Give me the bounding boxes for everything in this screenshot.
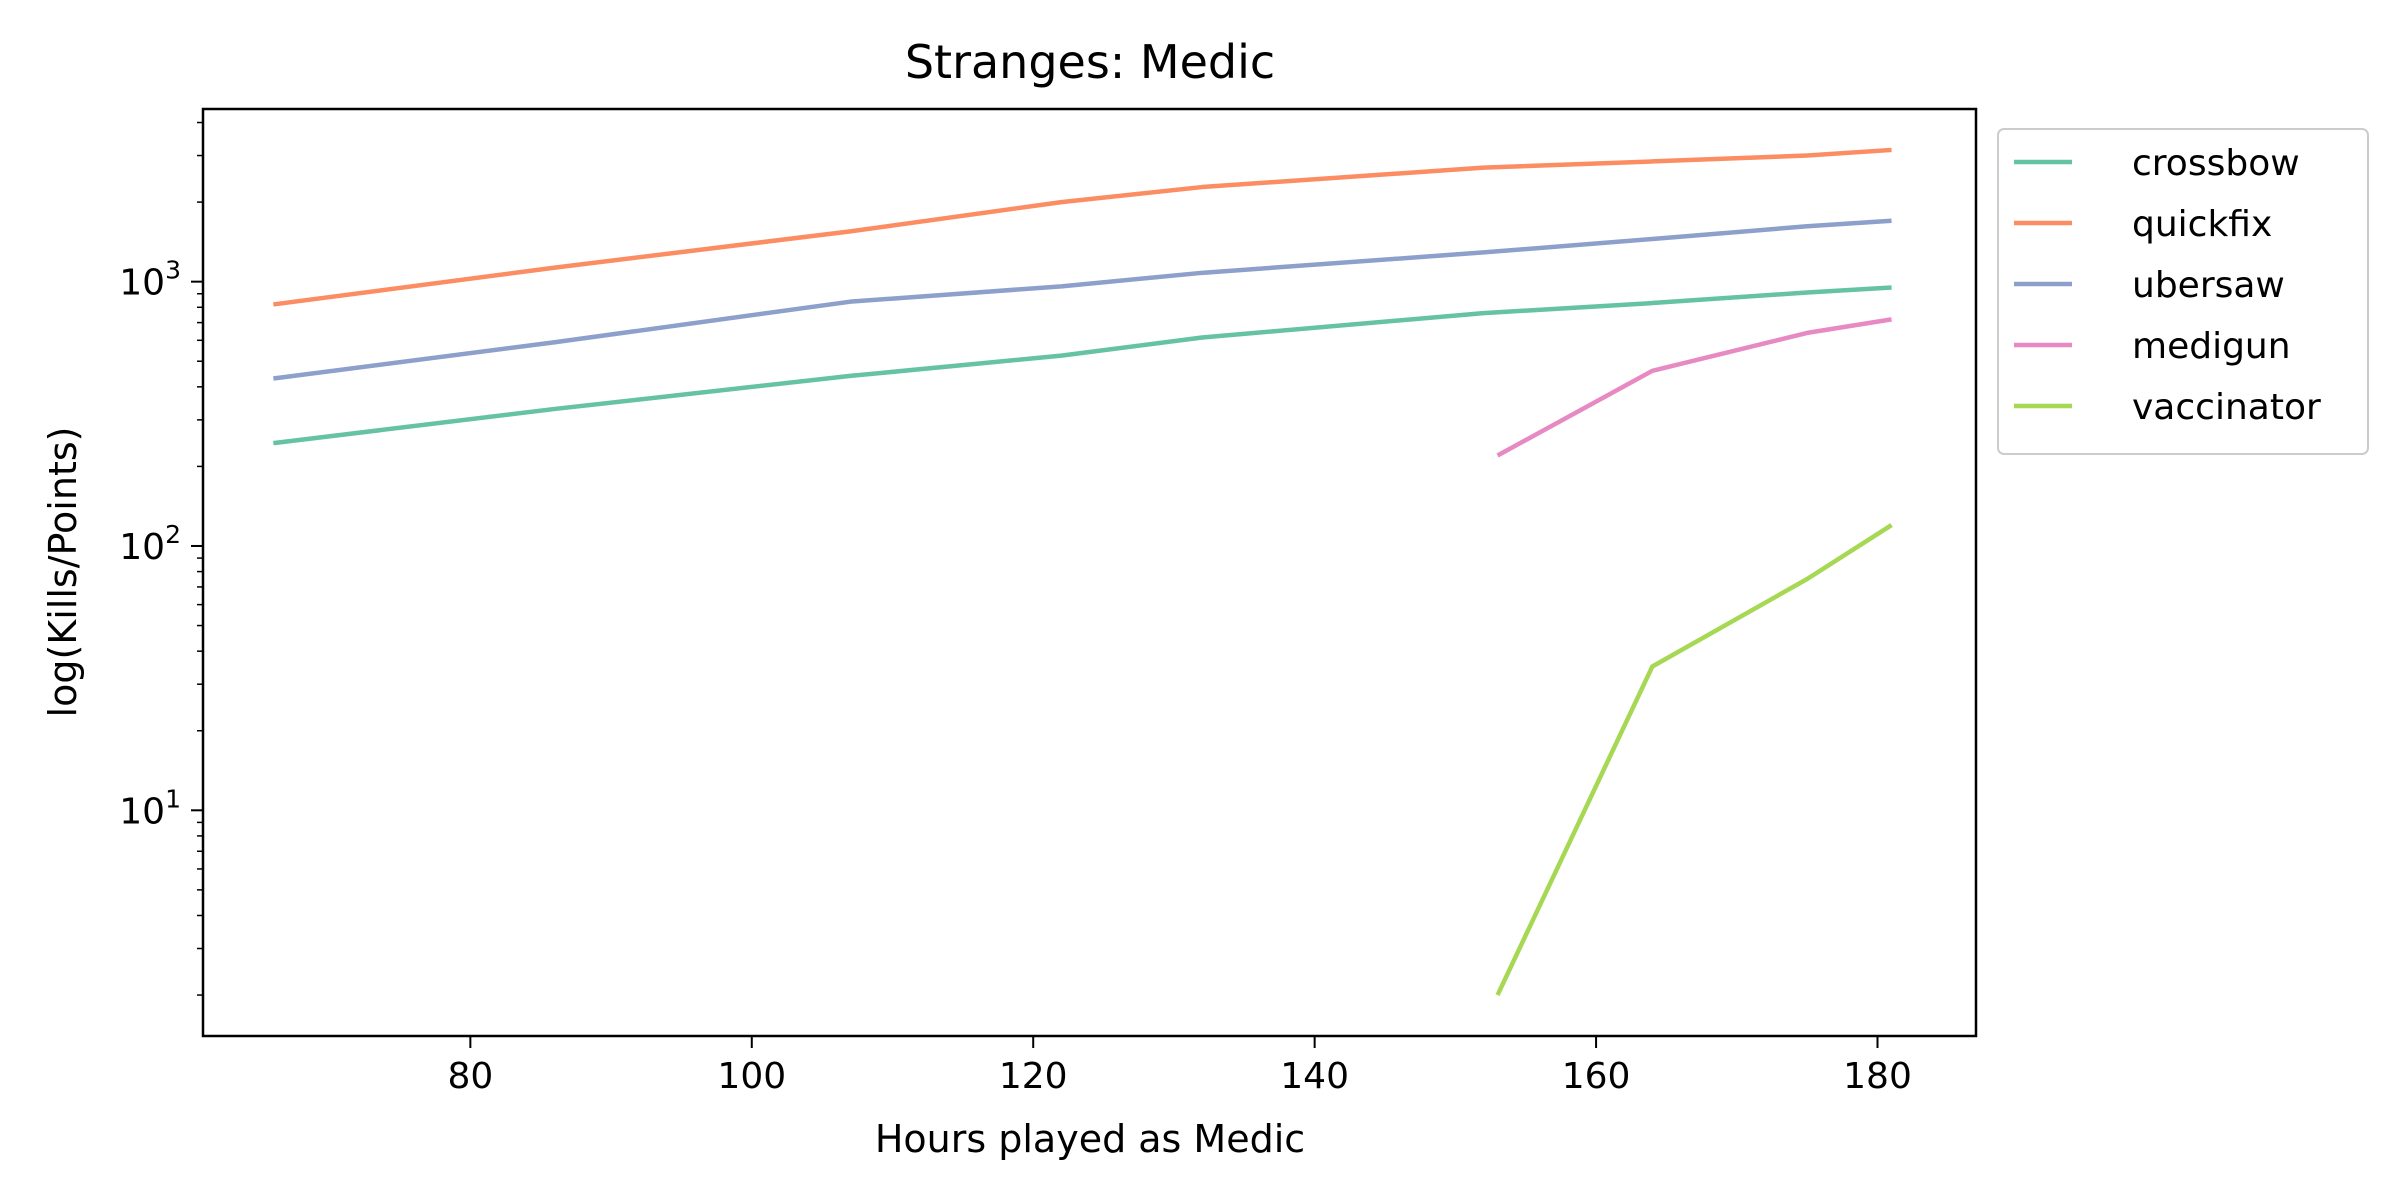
y-tick-label-base: 10 bbox=[119, 263, 165, 304]
x-axis-label: Hours played as Medic bbox=[875, 1117, 1305, 1161]
y-tick-label: 102 bbox=[119, 520, 181, 568]
legend-label: ubersaw bbox=[2132, 265, 2285, 306]
series-line-medigun bbox=[1496, 317, 1892, 458]
series-line-ubersaw bbox=[273, 218, 1892, 381]
legend-item-ubersaw: ubersaw bbox=[2014, 265, 2285, 306]
legend-item-crossbow: crossbow bbox=[2014, 143, 2300, 184]
legend-box bbox=[1997, 128, 2369, 455]
series-line-vaccinator bbox=[1495, 523, 1893, 997]
series-line-quickfix bbox=[273, 147, 1892, 307]
y-axis-label: log(Kills/Points) bbox=[41, 427, 85, 718]
x-tick-label: 180 bbox=[1843, 1056, 1912, 1097]
legend-label: quickfix bbox=[2132, 204, 2272, 245]
y-tick-label: 103 bbox=[119, 256, 181, 304]
legend-item-quickfix: quickfix bbox=[2014, 204, 2272, 245]
y-tick-label-exponent: 1 bbox=[165, 784, 181, 813]
x-tick-label: 160 bbox=[1562, 1056, 1631, 1097]
legend-label: crossbow bbox=[2132, 143, 2300, 184]
y-tick-label: 101 bbox=[119, 784, 181, 832]
y-tick-label-exponent: 3 bbox=[165, 256, 181, 285]
series-layer bbox=[273, 147, 1893, 997]
x-tick-label: 140 bbox=[1280, 1056, 1349, 1097]
chart-title: Stranges: Medic bbox=[905, 35, 1275, 89]
y-tick-label-base: 10 bbox=[119, 791, 165, 832]
legend-item-vaccinator: vaccinator bbox=[2014, 387, 2321, 428]
x-tick-label: 80 bbox=[447, 1056, 493, 1097]
x-tick-label: 120 bbox=[999, 1056, 1068, 1097]
legend-label: vaccinator bbox=[2132, 387, 2321, 428]
plot-frame bbox=[201, 107, 1978, 1038]
series-line-crossbow bbox=[273, 285, 1892, 446]
x-tick-label: 100 bbox=[717, 1056, 786, 1097]
legend-item-medigun: medigun bbox=[2014, 326, 2291, 367]
y-tick-label-base: 10 bbox=[119, 527, 165, 568]
legend: crossbow quickfix ubersaw medigun vaccinator bbox=[1997, 128, 2369, 455]
y-tick-label-exponent: 2 bbox=[165, 520, 181, 549]
legend-label: medigun bbox=[2132, 326, 2291, 367]
